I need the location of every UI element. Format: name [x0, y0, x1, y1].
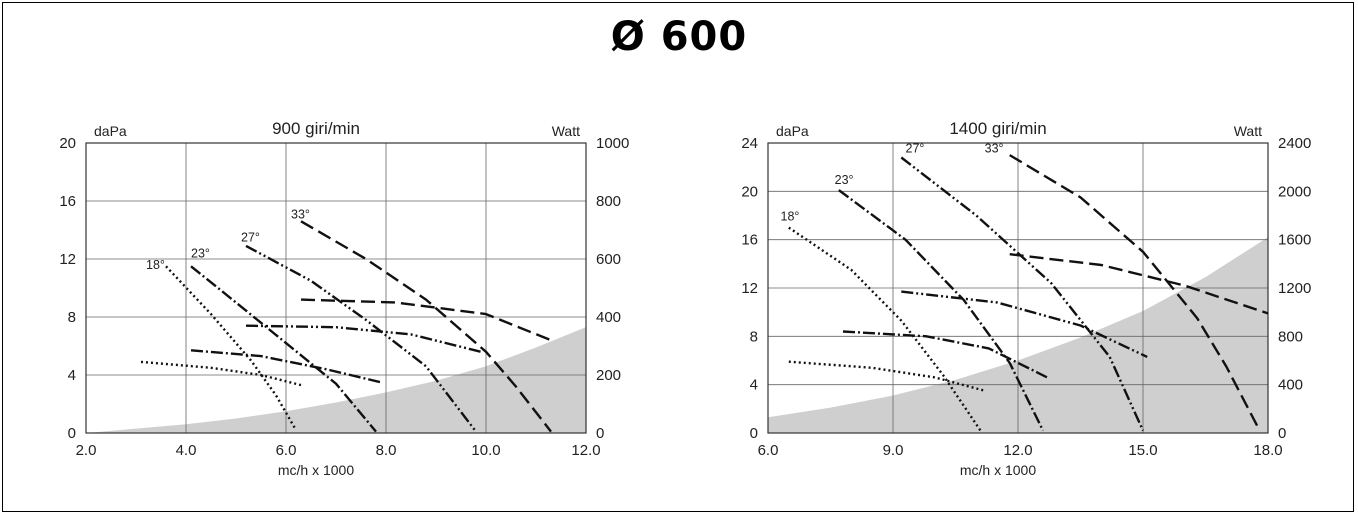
y-tick-label: 12 [59, 251, 76, 268]
angle-label: 23° [191, 247, 210, 261]
x-tick-label: 10.0 [471, 442, 500, 459]
y-tick-label: 4 [750, 377, 758, 394]
chart-900-rpm: 2.0 4.0 6.0 8.0 10.0 12.004812162002004006008… [59, 119, 629, 478]
angle-label: 18° [146, 258, 165, 272]
y2-axis-label: Watt [552, 123, 580, 139]
pressure-curve-33 [1009, 154, 1261, 432]
angle-label: 27° [906, 142, 925, 156]
y2-tick-label: 400 [596, 309, 621, 326]
pressure-curve-27 [245, 244, 477, 433]
shaded-area [86, 327, 586, 433]
chart-title: 900 giri/min [272, 119, 360, 138]
x-tick-label: 8.0 [376, 442, 397, 459]
pressure-curve-23 [838, 189, 1045, 432]
y2-tick-label: 800 [1278, 328, 1303, 345]
pressure-curve-33 [300, 220, 552, 433]
pressure-curve-23 [190, 265, 377, 433]
page-title: Ø 600 [610, 14, 748, 60]
x-axis-label: mc/h x 1000 [960, 462, 1036, 478]
x-tick-label: 12.0 [1003, 442, 1032, 459]
y2-tick-label: 400 [1278, 377, 1303, 394]
y2-tick-label: 1000 [596, 135, 629, 152]
angle-label: 33° [291, 207, 310, 221]
y2-tick-label: 1600 [1278, 232, 1311, 249]
y-tick-label: 8 [68, 309, 76, 326]
chart-title: 1400 giri/min [949, 119, 1046, 138]
y-tick-label: 8 [750, 328, 758, 345]
y2-tick-label: 800 [596, 193, 621, 210]
power-curve-18 [140, 360, 302, 387]
x-tick-label: 6.0 [276, 442, 297, 459]
y2-tick-label: 600 [596, 251, 621, 268]
x-tick-label: 18.0 [1253, 442, 1282, 459]
angle-label: 18° [781, 209, 800, 223]
y-tick-label: 24 [741, 135, 758, 152]
power-curve-33 [300, 298, 552, 342]
y2-tick-label: 0 [1278, 425, 1286, 442]
y2-tick-label: 2400 [1278, 135, 1311, 152]
y-tick-label: 4 [68, 367, 76, 384]
angle-label: 23° [835, 173, 854, 187]
y2-tick-label: 0 [596, 425, 604, 442]
x-tick-label: 12.0 [571, 442, 600, 459]
power-curve-23 [190, 349, 382, 384]
pressure-curve-27 [900, 156, 1145, 432]
pressure-curve-18 [165, 265, 298, 431]
y-tick-label: 20 [59, 135, 76, 152]
y-axis-label: daPa [94, 123, 127, 139]
y-tick-label: 20 [741, 183, 758, 200]
power-curve-33 [1009, 253, 1269, 315]
x-axis-label: mc/h x 1000 [278, 462, 354, 478]
y-tick-label: 16 [741, 232, 758, 249]
x-tick-label: 2.0 [76, 442, 97, 459]
angle-label: 33° [985, 142, 1004, 156]
y-tick-label: 16 [59, 193, 76, 210]
power-curve-23 [842, 330, 1048, 379]
y-tick-label: 0 [750, 425, 758, 442]
y2-axis-label: Watt [1234, 123, 1262, 139]
y-tick-label: 12 [741, 280, 758, 297]
pressure-curve-18 [788, 226, 982, 432]
chart-1400-rpm: 6.0 9.0 12.0 15.0 18.00481216202404008001200… [741, 119, 1311, 478]
power-curve-18 [788, 360, 986, 392]
plot-frame [85, 142, 587, 434]
y2-tick-label: 2000 [1278, 183, 1311, 200]
x-tick-label: 15.0 [1128, 442, 1157, 459]
power-curve-27 [245, 324, 482, 353]
plot-frame [767, 142, 1269, 434]
y2-tick-label: 1200 [1278, 280, 1311, 297]
x-tick-label: 4.0 [176, 442, 197, 459]
x-tick-label: 6.0 [758, 442, 779, 459]
y-tick-label: 0 [68, 425, 76, 442]
angle-label: 27° [241, 231, 260, 245]
x-tick-label: 9.0 [883, 442, 904, 459]
y2-tick-label: 200 [596, 367, 621, 384]
y-axis-label: daPa [776, 123, 809, 139]
